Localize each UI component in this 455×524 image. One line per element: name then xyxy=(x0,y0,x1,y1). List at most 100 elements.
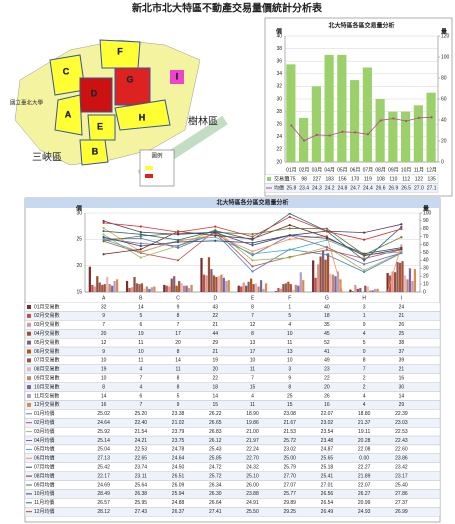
bar xyxy=(101,284,104,292)
table-cell: 15 xyxy=(250,384,256,390)
x-tick-label: F xyxy=(288,295,291,301)
table-cell: 26.57 xyxy=(97,500,110,506)
table-cell: 20 xyxy=(212,367,218,373)
line-marker xyxy=(325,246,329,249)
line-marker xyxy=(102,233,105,236)
bar xyxy=(262,288,265,292)
table-cell: 26.54 xyxy=(321,500,334,506)
y-tick-label: 15 xyxy=(76,289,82,295)
table-cell: 9 xyxy=(177,304,180,310)
bar xyxy=(302,280,305,292)
table-cell: 7 xyxy=(102,322,105,328)
page-title: 新北市北大特區不動產交易量價統計分析表 xyxy=(132,2,323,15)
table-row-bg xyxy=(24,364,441,374)
district-e xyxy=(87,114,116,141)
table-cell: 10 xyxy=(101,358,107,364)
table-cell: 24.93 xyxy=(358,509,371,515)
bar xyxy=(319,256,322,292)
district-label: G xyxy=(126,74,133,84)
x-tick-label: 08月 xyxy=(375,167,386,173)
line-marker xyxy=(430,116,433,119)
table-cell: 24.32 xyxy=(246,465,259,471)
table-cell: 23.08 xyxy=(283,411,296,417)
table-cell: 38 xyxy=(399,340,405,346)
table-cell: 27.86 xyxy=(395,491,408,497)
bar xyxy=(294,284,297,292)
line-marker xyxy=(102,227,105,230)
table-cell: 25.41 xyxy=(321,473,334,479)
bar xyxy=(386,273,389,292)
table-cell: 8 xyxy=(177,376,180,382)
table-cell: 22.65 xyxy=(135,456,148,462)
line-marker xyxy=(288,224,291,227)
table-cell: 10 xyxy=(138,349,144,355)
bar xyxy=(140,283,144,292)
table-cell: 25.40 xyxy=(395,482,408,488)
x-tick-label: 09月 xyxy=(388,167,399,173)
table-cell: 26.22 xyxy=(209,411,222,417)
table-cell: 108 xyxy=(376,176,385,182)
table-row-bg xyxy=(24,453,441,463)
table-cell: 18 xyxy=(324,313,330,319)
table-cell: 1 xyxy=(288,304,291,310)
y2-tick-label: 0 xyxy=(423,289,426,295)
table-cell: 10 xyxy=(287,358,293,364)
bar xyxy=(225,280,228,292)
bar xyxy=(254,283,258,292)
bar xyxy=(279,288,283,292)
table-cell: 20.28 xyxy=(358,438,371,444)
table-cell: 35 xyxy=(324,322,330,328)
table-cell: 26.37 xyxy=(172,509,185,515)
bar xyxy=(98,282,101,292)
table-cell: 26.99 xyxy=(395,509,408,515)
bar xyxy=(257,286,260,292)
line-marker xyxy=(214,229,217,232)
bar xyxy=(173,276,176,292)
table-cell: 32 xyxy=(101,304,107,310)
bar xyxy=(130,287,134,292)
bar xyxy=(284,283,287,292)
bar xyxy=(168,286,171,292)
table-cell: 112 xyxy=(402,176,410,182)
line-marker xyxy=(400,227,403,230)
table-cell: 13 xyxy=(287,349,293,355)
table-cell: 23.42 xyxy=(395,465,408,471)
line-marker xyxy=(139,233,142,236)
x-tick-label: 01月 xyxy=(286,167,297,173)
bar xyxy=(148,288,151,292)
table-cell: 4 xyxy=(363,393,366,399)
table-cell: 10 xyxy=(101,376,107,382)
y-tick-label: 36 xyxy=(276,59,282,65)
table-row-bg xyxy=(24,355,441,366)
bar xyxy=(331,274,335,292)
table-cell: 25.72 xyxy=(209,473,222,479)
legend-label: 04月均價 xyxy=(34,437,55,444)
table-cell: 19 xyxy=(212,358,218,364)
x-tick-label: E xyxy=(251,295,255,301)
bar xyxy=(329,273,332,292)
table-row-bg xyxy=(24,337,441,348)
legend-swatch xyxy=(27,367,31,372)
y2-tick-label: 100 xyxy=(441,54,450,60)
table-cell: 25.50 xyxy=(246,509,259,515)
table-cell: 14 xyxy=(101,393,107,399)
table-cell: 2 xyxy=(363,384,366,390)
line-marker xyxy=(214,235,217,239)
table-cell: 52 xyxy=(324,340,330,346)
table-cell: 26.00 xyxy=(246,482,259,488)
line-marker xyxy=(176,259,180,262)
x-tick-label: 11月 xyxy=(414,167,424,173)
table-cell: 8 xyxy=(288,384,291,390)
table-cell: 5 xyxy=(177,393,180,399)
table-cell: 15 xyxy=(212,402,218,408)
bar xyxy=(259,280,263,292)
line-marker xyxy=(325,230,329,233)
bar xyxy=(145,286,149,292)
table-cell: 22.53 xyxy=(395,429,408,435)
table-cell: 21.67 xyxy=(283,420,296,426)
table-cell: 7 xyxy=(139,402,142,408)
table-cell: 24.88 xyxy=(172,500,185,506)
table-cell: 10 xyxy=(250,358,256,364)
line-marker xyxy=(325,253,329,256)
table-cell: 135 xyxy=(427,176,436,182)
